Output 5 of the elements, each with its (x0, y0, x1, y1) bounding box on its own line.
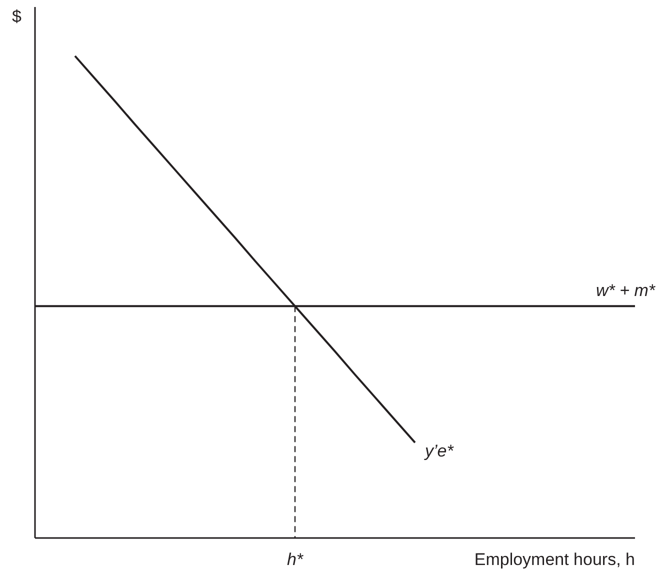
series-label: w* + m* (596, 281, 656, 300)
y-axis-title: $ (12, 7, 22, 26)
text: h* (286, 550, 304, 569)
series-label: y’e* (424, 442, 455, 461)
x-axis-title: Employment hours, h (474, 550, 635, 569)
